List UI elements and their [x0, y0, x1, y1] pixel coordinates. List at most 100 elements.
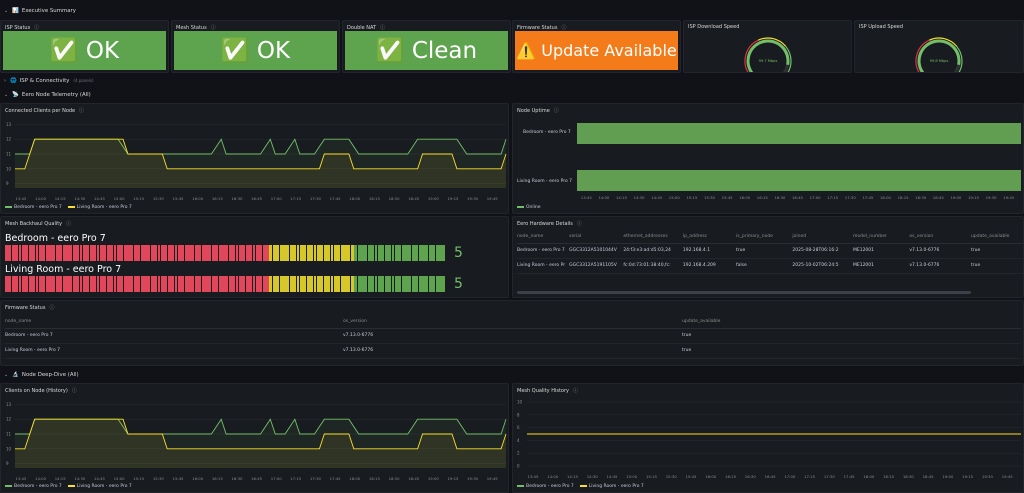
panel-title: Mesh Status: [176, 24, 207, 31]
bar-gauge-cell: [228, 276, 232, 292]
column-header[interactable]: update_available: [682, 316, 1021, 329]
column-header[interactable]: model_number: [852, 231, 910, 244]
bar-gauge-cell: [232, 276, 236, 292]
legend-item[interactable]: Living Room - eero Pro 7: [67, 205, 132, 210]
stat-panel[interactable]: Mesh Status ⓘ ✅ OK: [171, 20, 340, 73]
legend-item[interactable]: Bedroom - eero Pro 7: [5, 205, 62, 210]
x-tick-label: 18:15: [369, 196, 381, 201]
info-icon[interactable]: ⓘ: [576, 221, 582, 227]
table-row[interactable]: Living Room - eero Pro 7 v7.13.0-6776 true: [5, 343, 1021, 359]
gauge-panel[interactable]: ISP Upload Speed 99.8 Mbps: [854, 20, 1024, 73]
column-header[interactable]: node_name: [517, 231, 570, 244]
column-header[interactable]: ip_address: [682, 231, 737, 244]
bar-gauge-cell: [167, 276, 171, 292]
x-tick-label: 14:00: [35, 196, 47, 201]
info-icon[interactable]: ⓘ: [210, 25, 216, 31]
globe-icon: 🌐: [10, 77, 17, 84]
stat-panel[interactable]: Firmware Status ⓘ ⚠️ Update Available: [512, 20, 681, 73]
bar-gauge-cell: [82, 276, 86, 292]
bar-gauge-cell: [296, 245, 300, 261]
legend-item[interactable]: Online: [517, 205, 541, 210]
table-cell: GGC3312A5191105V: [569, 258, 624, 274]
table-row[interactable]: Bedroom - eero Pro 7 v7.13.0-6776 true: [5, 328, 1021, 344]
uptime-bar-living-room: [577, 170, 1021, 191]
info-icon[interactable]: ⓘ: [66, 221, 72, 227]
x-tick-label: 17:00: [784, 474, 796, 479]
bar-gauge-cell: [93, 245, 97, 261]
panel-mesh-quality-history[interactable]: Mesh Quality History ⓘ 10 8 6 4 2 0 13:45 14:00 1…: [512, 383, 1024, 493]
bar-gauge-cell: [357, 245, 361, 261]
hardware-table: node_name serial ethernet_addresses ip_addr…: [517, 231, 1023, 274]
stat-panel[interactable]: Double NAT ⓘ ✅ Clean: [342, 20, 511, 73]
info-icon[interactable]: ⓘ: [71, 388, 77, 394]
x-tick-label: 14:15: [567, 474, 579, 479]
info-icon[interactable]: ⓘ: [553, 108, 559, 114]
panel-node-uptime[interactable]: Node Uptime ⓘ Bedroom - eero Pro 7 Living…: [512, 103, 1024, 214]
row-eero-telemetry[interactable]: ⌄ 📡 Eero Node Telemetry (All): [0, 89, 1024, 100]
panel-clients-history[interactable]: Clients on Node (History) ⓘ 13 12 11 10 9 13:4…: [0, 383, 509, 493]
legend-item[interactable]: Bedroom - eero Pro 7: [517, 484, 574, 489]
column-header[interactable]: os_version: [343, 316, 682, 329]
bar-gauge-cell: [127, 245, 130, 261]
x-tick-label: 17:15: [804, 474, 816, 479]
legend-item[interactable]: Bedroom - eero Pro 7: [5, 484, 62, 489]
bar-gauge-cell: [293, 276, 297, 292]
table-cell: 24:f3:e3:ad:d5:03,24: [623, 243, 683, 259]
bar-gauge-cell: [272, 276, 276, 292]
panel-title: ISP Upload Speed: [859, 24, 904, 30]
y-tick-label: 10: [6, 166, 12, 171]
table-row[interactable]: Bedroom - eero Pro 7 GGC3312A5101044V 24:f…: [517, 243, 1023, 259]
x-tick-label: 16:00: [192, 476, 204, 481]
column-header[interactable]: update_available: [971, 231, 1023, 244]
bar-gauge-cell: [215, 276, 219, 292]
bar-gauge-cell: [276, 276, 280, 292]
column-header[interactable]: node_name: [5, 316, 343, 329]
panel-firmware-status[interactable]: Firmware Status ⓘ node_name os_version upda…: [0, 300, 1024, 366]
table-cell: v7.13.0-6776: [343, 343, 682, 359]
column-header[interactable]: joined: [792, 231, 853, 244]
x-tick-label: 14:30: [74, 196, 86, 201]
bar-gauge-cell: [11, 276, 15, 292]
series-area: [15, 139, 506, 188]
info-icon[interactable]: ⓘ: [79, 108, 85, 114]
bar-gauge-cell: [8, 245, 12, 261]
legend-item[interactable]: Living Room - eero Pro 7: [67, 484, 132, 489]
bar-gauge-cell: [59, 245, 63, 261]
column-header[interactable]: ethernet_addresses: [623, 231, 683, 244]
bar-gauge-cell: [181, 276, 185, 292]
x-tick-label: 19:45: [1003, 195, 1015, 200]
speed-gauge: 99.8 Mbps: [915, 37, 963, 72]
row-isp-connectivity[interactable]: › 🌐 ISP & Connectivity (4 panels): [0, 75, 1024, 86]
panel-connected-clients[interactable]: Connected Clients per Node ⓘ 13 12 11 10 9 13:…: [0, 103, 509, 214]
bar-gauge-cell: [384, 245, 388, 261]
stat-panel[interactable]: ISP Status ⓘ ✅ OK: [0, 20, 169, 73]
bar-gauge-cell: [184, 276, 188, 292]
x-tick-label: 18:45: [408, 196, 420, 201]
bar-gauge-cell: [130, 245, 134, 261]
bar-gauge-cell: [411, 245, 415, 261]
bar-gauge-cell: [269, 276, 273, 292]
info-icon[interactable]: ⓘ: [561, 25, 567, 31]
table-row[interactable]: Living Room - eero Pr GGC3312A5191105V fc:…: [517, 258, 1023, 274]
panel-title: Connected Clients per Node: [5, 107, 76, 114]
horizontal-scrollbar[interactable]: [517, 291, 971, 294]
info-icon[interactable]: ⓘ: [573, 388, 579, 394]
info-icon[interactable]: ⓘ: [34, 25, 40, 31]
gauge-panel[interactable]: ISP Download Speed 99.7 Mbps: [683, 20, 852, 73]
row-node-deep-dive[interactable]: ⌄ 🔬 Node Deep-Dive (All): [0, 369, 1024, 380]
x-tick-label: 18:15: [369, 476, 381, 481]
bar-gauge-value: 5: [454, 245, 463, 261]
row-executive-summary[interactable]: ⌄ 📊 Executive Summary: [0, 5, 1024, 16]
panel-mesh-backhaul[interactable]: Mesh Backhaul Quality ⓘ Bedroom - eero Pr…: [0, 216, 509, 298]
x-tick-label: 17:15: [290, 196, 302, 201]
column-header[interactable]: is_primary_node: [736, 231, 793, 244]
bar-gauge-cell: [154, 276, 158, 292]
info-icon[interactable]: ⓘ: [49, 305, 55, 311]
table-cell: v7.13.0-6776: [909, 243, 972, 259]
legend-item[interactable]: Living Room - eero Pro 7: [579, 484, 644, 489]
column-header[interactable]: serial: [569, 231, 624, 244]
panel-hardware-details[interactable]: Eero Hardware Details ⓘ node_name serial et…: [512, 216, 1024, 298]
info-icon[interactable]: ⓘ: [380, 25, 386, 31]
bar-gauge-cell: [38, 276, 42, 292]
column-header[interactable]: os_version: [909, 231, 972, 244]
